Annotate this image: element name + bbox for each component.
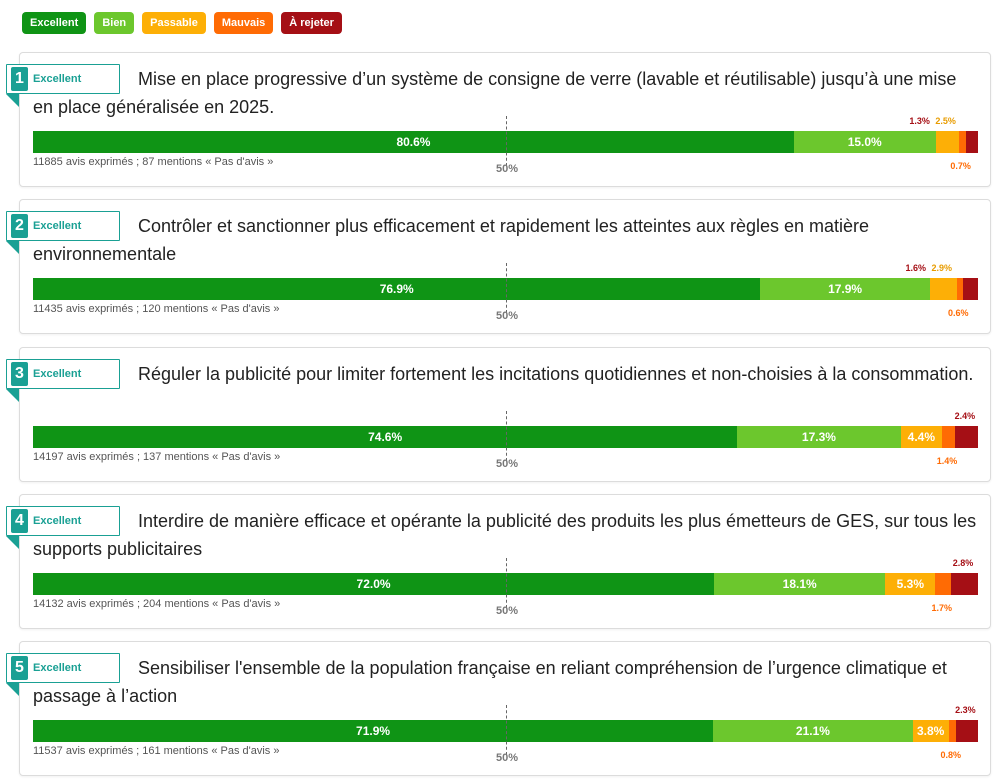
vote-counts: 14197 avis exprimés ; 137 mentions « Pas… bbox=[33, 451, 281, 463]
midpoint-label: 50% bbox=[495, 310, 519, 322]
proposal-card[interactable]: 4 Excellent Interdire de manière efficace … bbox=[6, 494, 991, 629]
rank-grade: Excellent bbox=[33, 73, 82, 85]
midpoint-label: 50% bbox=[495, 605, 519, 617]
merit-profile-bar: 71.9% 21.1% 3.8% bbox=[33, 720, 978, 742]
outside-label-passable: 2.9% bbox=[931, 263, 952, 273]
rank-grade: Excellent bbox=[33, 220, 82, 232]
outside-label-mauvais: 1.7% bbox=[931, 603, 952, 613]
proposal-card[interactable]: 2 Excellent Contrôler et sanctionner plus … bbox=[6, 199, 991, 334]
bar-segment-a-rejeter bbox=[962, 278, 978, 300]
bar-segment-a-rejeter bbox=[951, 573, 978, 595]
rank-grade: Excellent bbox=[33, 662, 82, 674]
vote-counts: 11885 avis exprimés ; 87 mentions « Pas … bbox=[33, 156, 274, 168]
legend-bien: Bien bbox=[94, 12, 135, 34]
outside-label-a-rejeter: 2.3% bbox=[955, 705, 976, 715]
proposal-title: Interdire de manière efficace et opérant… bbox=[33, 511, 977, 559]
bar-segment-bien: 17.9% bbox=[760, 278, 930, 300]
bar-segment-mauvais bbox=[959, 131, 966, 153]
outside-label-a-rejeter: 2.8% bbox=[952, 558, 974, 568]
bar-segment-a-rejeter bbox=[955, 426, 978, 448]
bar-segment-passable: 5.3% bbox=[885, 573, 936, 595]
vote-counts: 11537 avis exprimés ; 161 mentions « Pas… bbox=[33, 745, 280, 757]
bar-segment-excellent: 72.0% bbox=[33, 573, 715, 595]
bar-segment-bien: 18.1% bbox=[714, 573, 886, 595]
legend-mauvais: Mauvais bbox=[213, 12, 274, 34]
bar-segment-passable: 4.4% bbox=[900, 426, 943, 448]
merit-profile-bar: 72.0% 18.1% 5.3% bbox=[33, 573, 978, 595]
rank-tag: 1 Excellent bbox=[6, 64, 120, 94]
bar-segment-bien: 21.1% bbox=[713, 720, 913, 742]
midpoint-marker bbox=[506, 116, 507, 166]
rank-tag: 2 Excellent bbox=[6, 211, 120, 241]
merit-profile-bar: 76.9% 17.9% bbox=[33, 278, 978, 300]
midpoint-marker bbox=[506, 705, 507, 755]
rank-tag-fold bbox=[6, 241, 19, 254]
rank-number: 5 bbox=[11, 656, 28, 680]
bar-segment-mauvais bbox=[935, 573, 952, 595]
bar-segment-mauvais bbox=[942, 426, 956, 448]
bar-segment-a-rejeter bbox=[965, 131, 978, 153]
proposal-card[interactable]: 5 Excellent Sensibiliser l'ensemble de la … bbox=[6, 641, 991, 776]
merit-profile-bar: 74.6% 17.3% 4.4% bbox=[33, 426, 978, 448]
vote-counts: 11435 avis exprimés ; 120 mentions « Pas… bbox=[33, 303, 280, 315]
rank-grade: Excellent bbox=[33, 368, 82, 380]
rank-tag: 3 Excellent bbox=[6, 359, 120, 389]
proposal-title: Contrôler et sanctionner plus efficaceme… bbox=[33, 216, 870, 264]
legend-passable: Passable bbox=[142, 12, 206, 34]
outside-label-a-rejeter: 2.4% bbox=[954, 411, 976, 421]
rank-number: 2 bbox=[11, 214, 28, 238]
legend-excellent: Excellent bbox=[22, 12, 87, 34]
vote-counts: 14132 avis exprimés ; 204 mentions « Pas… bbox=[33, 598, 281, 610]
rank-tag-fold bbox=[6, 389, 19, 402]
bar-segment-excellent: 71.9% bbox=[33, 720, 714, 742]
rank-tag-fold bbox=[6, 683, 19, 696]
bar-segment-excellent: 76.9% bbox=[33, 278, 761, 300]
rank-tag: 4 Excellent bbox=[6, 506, 120, 536]
bar-segment-mauvais bbox=[948, 720, 957, 742]
grade-legend: Excellent Bien Passable Mauvais À rejete… bbox=[22, 12, 342, 34]
rank-grade: Excellent bbox=[33, 515, 82, 527]
merit-profile-bar: 80.6% 15.0% bbox=[33, 131, 978, 153]
rank-number: 3 bbox=[11, 362, 28, 386]
midpoint-label: 50% bbox=[495, 163, 519, 175]
bar-segment-excellent: 74.6% bbox=[33, 426, 738, 448]
bar-segment-passable: 3.8% bbox=[912, 720, 949, 742]
outside-label-mauvais: 1.4% bbox=[936, 456, 958, 466]
outside-label-mauvais: 0.8% bbox=[940, 750, 961, 760]
proposal-title: Mise en place progressive d’un système d… bbox=[33, 69, 957, 117]
bar-segment-excellent: 80.6% bbox=[33, 131, 794, 153]
midpoint-label: 50% bbox=[495, 752, 519, 764]
bar-segment-mauvais bbox=[957, 278, 963, 300]
midpoint-marker bbox=[506, 558, 507, 608]
outside-label-a-rejeter: 1.6% bbox=[905, 263, 926, 273]
bar-segment-a-rejeter bbox=[956, 720, 978, 742]
proposal-title: Sensibiliser l'ensemble de la population… bbox=[33, 658, 947, 706]
proposal-card[interactable]: 1 Excellent Mise en place progressive d’un… bbox=[6, 52, 991, 187]
rank-tag-fold bbox=[6, 536, 19, 549]
bar-segment-bien: 17.3% bbox=[737, 426, 901, 448]
bar-segment-passable bbox=[935, 131, 960, 153]
outside-label-mauvais: 0.6% bbox=[948, 308, 969, 318]
proposal-title: Réguler la publicité pour limiter fortem… bbox=[138, 364, 974, 384]
outside-label-mauvais: 0.7% bbox=[950, 161, 971, 171]
midpoint-marker bbox=[506, 263, 507, 313]
outside-label-passable: 2.5% bbox=[935, 116, 956, 126]
midpoint-marker bbox=[506, 411, 507, 461]
legend-a-rejeter: À rejeter bbox=[281, 12, 342, 34]
rank-tag: 5 Excellent bbox=[6, 653, 120, 683]
rank-number: 1 bbox=[11, 67, 28, 91]
rank-number: 4 bbox=[11, 509, 28, 533]
bar-segment-bien: 15.0% bbox=[793, 131, 936, 153]
bar-segment-passable bbox=[929, 278, 958, 300]
proposal-card[interactable]: 3 Excellent Réguler la publicité pour limi… bbox=[6, 347, 991, 482]
midpoint-label: 50% bbox=[495, 458, 519, 470]
outside-label-a-rejeter: 1.3% bbox=[909, 116, 930, 126]
rank-tag-fold bbox=[6, 94, 19, 107]
